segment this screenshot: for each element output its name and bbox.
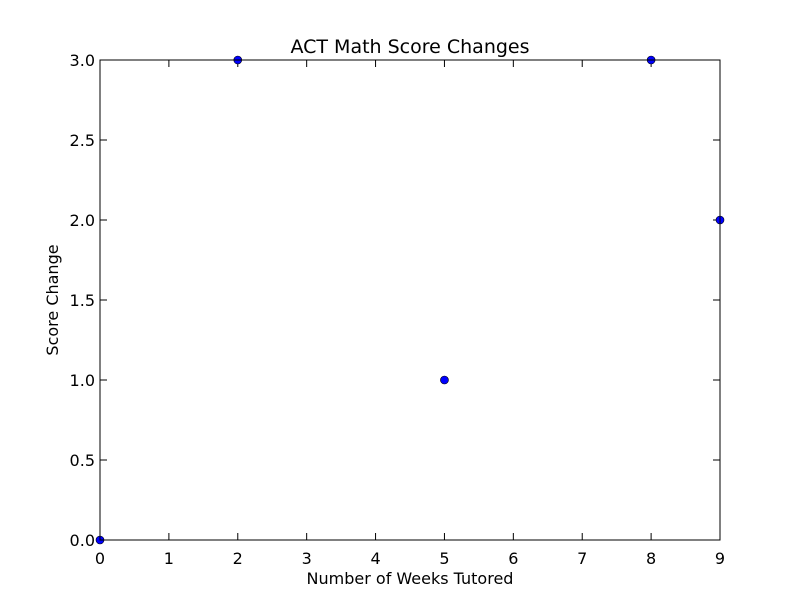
chart-title: ACT Math Score Changes: [290, 36, 529, 58]
plot-frame: [99, 59, 721, 541]
y-tick-label: 0.5: [70, 451, 95, 470]
x-tick-label: 2: [233, 549, 243, 568]
x-tick-label: 1: [164, 549, 174, 568]
x-tick-label: 4: [370, 549, 380, 568]
x-tick-label: 5: [439, 549, 449, 568]
y-tick-label: 2.5: [70, 131, 95, 150]
y-tick-label: 2.0: [70, 211, 95, 230]
y-axis-ticks: 0.0 0.5 1.0 1.5 2.0 2.5 3.0: [70, 51, 720, 550]
x-tick-label: 6: [508, 549, 518, 568]
y-tick-label: 0.0: [70, 531, 95, 550]
y-tick-label: 1.5: [70, 291, 95, 310]
y-axis-label: Score Change: [43, 244, 62, 355]
x-axis-label: Number of Weeks Tutored: [307, 569, 514, 588]
x-tick-label: 0: [95, 549, 105, 568]
y-tick-label: 1.0: [70, 371, 95, 390]
x-tick-label: 7: [577, 549, 587, 568]
x-tick-label: 3: [302, 549, 312, 568]
data-point-2: [440, 375, 449, 385]
y-tick-label: 3.0: [70, 51, 95, 70]
x-tick-label: 8: [646, 549, 656, 568]
x-tick-label: 9: [715, 549, 725, 568]
